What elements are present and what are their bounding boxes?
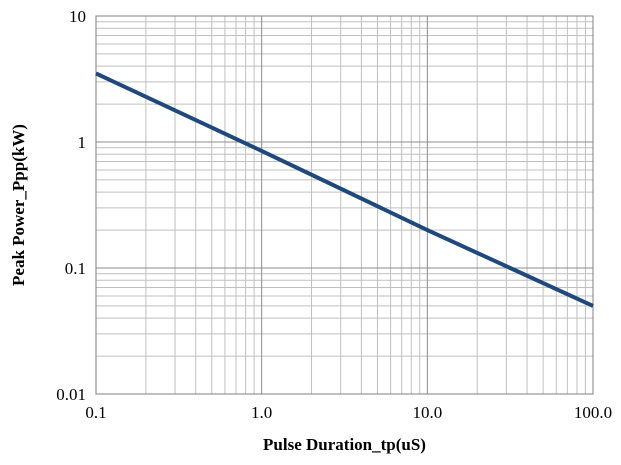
plot-area-frame <box>95 15 594 395</box>
x-tick-label: 0.1 <box>85 403 106 422</box>
x-tick-label: 10.0 <box>412 403 442 422</box>
y-tick-label: 1 <box>78 133 87 152</box>
y-axis-title: Peak Power_Ppp(kW) <box>9 124 28 286</box>
major-gridlines <box>95 15 594 395</box>
x-tick-label: 1.0 <box>251 403 272 422</box>
y-axis-tick-labels: 0.01 0.1 1 10 <box>56 7 86 404</box>
y-tick-label: 0.01 <box>56 385 86 404</box>
series-line <box>95 71 594 308</box>
series-layer <box>95 71 594 308</box>
x-axis-title: Pulse Duration_tp(uS) <box>263 435 426 454</box>
x-tick-label: 100.0 <box>574 403 612 422</box>
x-axis-tick-labels: 0.1 1.0 10.0 100.0 <box>85 403 612 422</box>
y-tick-label: 0.1 <box>65 259 86 278</box>
minor-gridlines <box>96 16 593 394</box>
y-tick-label: 10 <box>69 7 86 26</box>
